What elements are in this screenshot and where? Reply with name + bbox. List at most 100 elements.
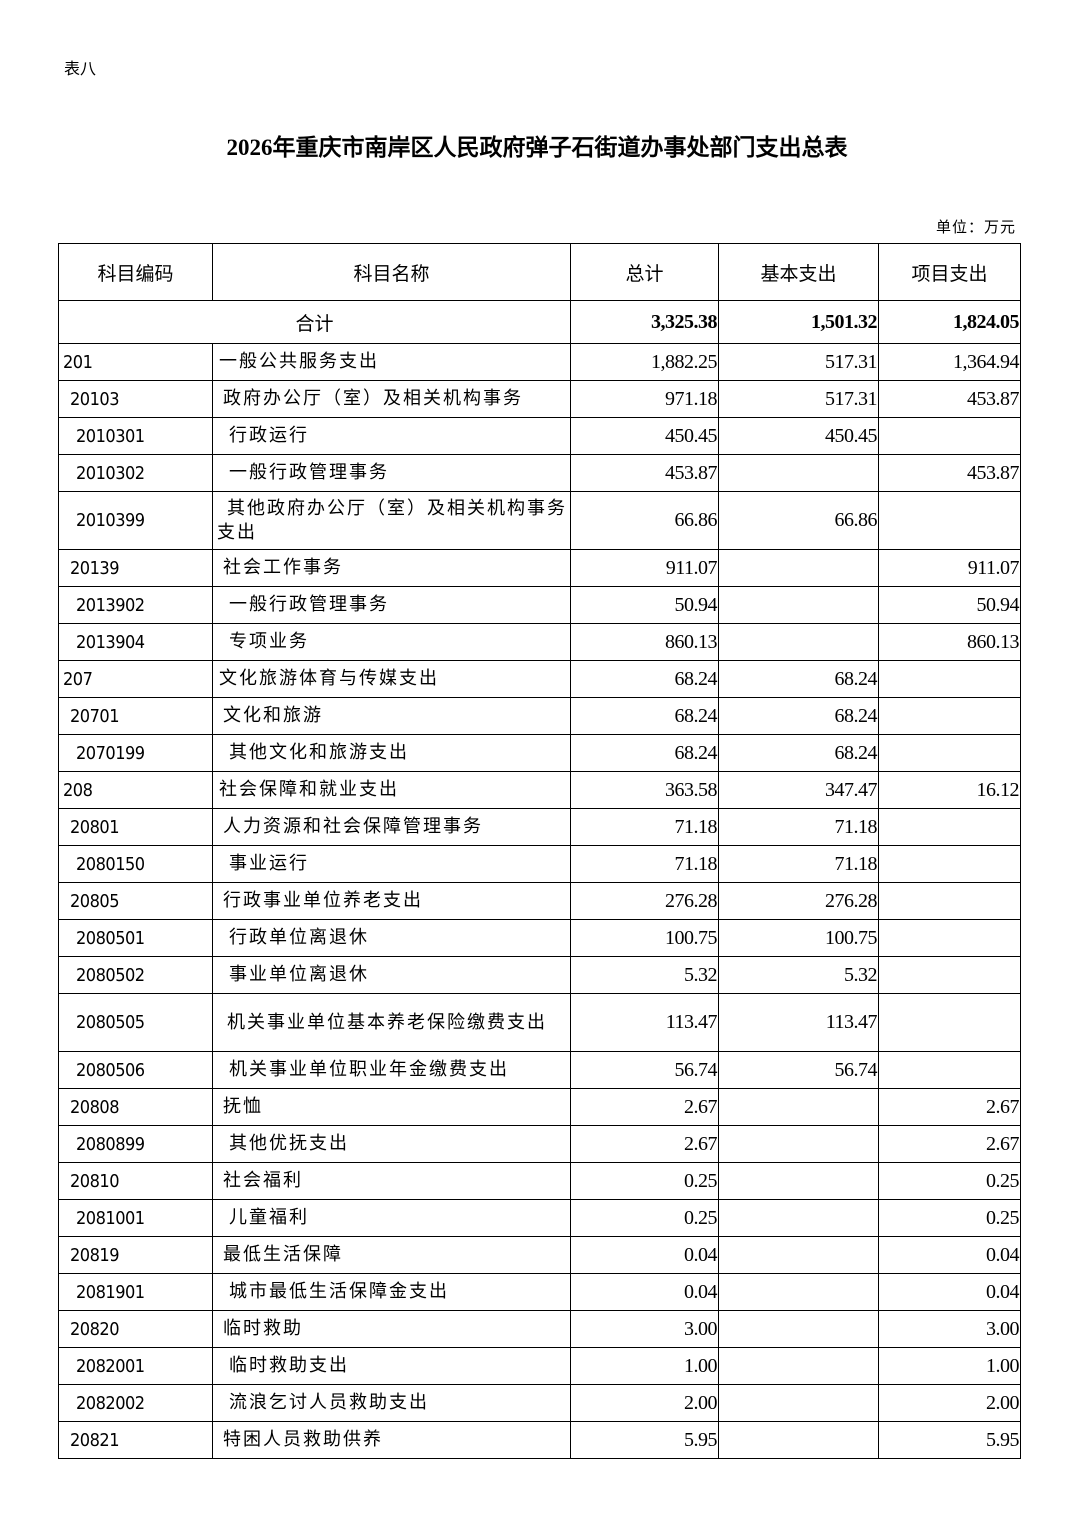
- table-row: 2080150 事业运行 71.18 71.18: [58, 845, 1021, 883]
- table-row: 20103 政府办公厅（室）及相关机构事务 971.18 517.31 453.87: [58, 380, 1021, 418]
- basic-cell: [718, 549, 879, 587]
- code-cell: 2082001: [58, 1347, 213, 1385]
- project-cell: 453.87: [878, 454, 1021, 492]
- project-cell: [878, 845, 1021, 883]
- table-row: 2082001 临时救助支出 1.00 1.00: [58, 1347, 1021, 1385]
- name-cell: 社会工作事务: [212, 549, 571, 587]
- code-cell: 20701: [58, 697, 213, 735]
- code-cell: 2010302: [58, 454, 213, 492]
- table-row: 20821 特困人员救助供养 5.95 5.95: [58, 1421, 1021, 1459]
- total-cell: 363.58: [570, 771, 719, 809]
- basic-cell: [718, 1088, 879, 1126]
- project-cell: 2.00: [878, 1384, 1021, 1422]
- basic-cell: 517.31: [718, 343, 879, 381]
- basic-cell: 100.75: [718, 919, 879, 957]
- basic-cell: 450.45: [718, 417, 879, 455]
- total-cell: 450.45: [570, 417, 719, 455]
- total-cell: 50.94: [570, 586, 719, 624]
- total-cell: 860.13: [570, 623, 719, 661]
- code-cell: 2013902: [58, 586, 213, 624]
- basic-cell: 68.24: [718, 697, 879, 735]
- code-cell: 2080505: [58, 993, 213, 1052]
- name-cell: 一般公共服务支出: [212, 343, 571, 381]
- table-row: 2013902 一般行政管理事务 50.94 50.94: [58, 586, 1021, 624]
- total-cell: 0.25: [570, 1162, 719, 1200]
- project-cell: [878, 734, 1021, 772]
- sheet-label: 表八: [64, 61, 97, 78]
- total-cell: 0.04: [570, 1236, 719, 1274]
- name-cell: 一般行政管理事务: [212, 454, 571, 492]
- basic-cell: 113.47: [718, 993, 879, 1052]
- basic-cell: [718, 1273, 879, 1311]
- project-cell: 0.04: [878, 1236, 1021, 1274]
- total-cell: 971.18: [570, 380, 719, 418]
- project-cell: 2.67: [878, 1125, 1021, 1163]
- table-row: 20801 人力资源和社会保障管理事务 71.18 71.18: [58, 808, 1021, 846]
- total-cell: 56.74: [570, 1051, 719, 1089]
- name-cell: 机关事业单位基本养老保险缴费支出: [212, 993, 571, 1052]
- name-cell: 事业单位离退休: [212, 956, 571, 994]
- table-row: 2081001 儿童福利 0.25 0.25: [58, 1199, 1021, 1237]
- header-name: 科目名称: [212, 243, 571, 301]
- total-cell: 2.67: [570, 1125, 719, 1163]
- table-row: 2082002 流浪乞讨人员救助支出 2.00 2.00: [58, 1384, 1021, 1422]
- total-sum: 3,325.38: [570, 300, 719, 344]
- project-cell: 16.12: [878, 771, 1021, 809]
- name-cell: 一般行政管理事务: [212, 586, 571, 624]
- page-title: 2026年重庆市南岸区人民政府弹子石街道办事处部门支出总表: [226, 135, 848, 160]
- total-label: 合计: [58, 300, 571, 344]
- table-row: 20808 抚恤 2.67 2.67: [58, 1088, 1021, 1126]
- code-cell: 20810: [58, 1162, 213, 1200]
- code-cell: 2080899: [58, 1125, 213, 1163]
- table-row: 2081901 城市最低生活保障金支出 0.04 0.04: [58, 1273, 1021, 1311]
- total-project: 1,824.05: [878, 300, 1021, 344]
- basic-cell: 347.47: [718, 771, 879, 809]
- basic-cell: 5.32: [718, 956, 879, 994]
- project-cell: 911.07: [878, 549, 1021, 587]
- total-cell: 68.24: [570, 734, 719, 772]
- total-cell: 68.24: [570, 697, 719, 735]
- header-row: 科目编码 科目名称 总计 基本支出 项目支出: [58, 243, 1021, 301]
- project-cell: 860.13: [878, 623, 1021, 661]
- code-cell: 20805: [58, 882, 213, 920]
- name-cell: 其他文化和旅游支出: [212, 734, 571, 772]
- name-cell: 文化旅游体育与传媒支出: [212, 660, 571, 698]
- basic-cell: 517.31: [718, 380, 879, 418]
- table-row: 201 一般公共服务支出 1,882.25 517.31 1,364.94: [58, 343, 1021, 381]
- name-cell: 事业运行: [212, 845, 571, 883]
- name-cell: 抚恤: [212, 1088, 571, 1126]
- header-project: 项目支出: [878, 243, 1021, 301]
- total-cell: 68.24: [570, 660, 719, 698]
- table-row: 2080501 行政单位离退休 100.75 100.75: [58, 919, 1021, 957]
- code-cell: 2080502: [58, 956, 213, 994]
- table-row: 2010399 其他政府办公厅（室）及相关机构事务支出 66.86 66.86: [58, 491, 1021, 550]
- header-code: 科目编码: [58, 243, 213, 301]
- total-cell: 911.07: [570, 549, 719, 587]
- name-cell: 城市最低生活保障金支出: [212, 1273, 571, 1311]
- name-cell: 特困人员救助供养: [212, 1421, 571, 1459]
- header-basic: 基本支出: [718, 243, 879, 301]
- project-cell: [878, 660, 1021, 698]
- code-cell: 2082002: [58, 1384, 213, 1422]
- basic-cell: [718, 1347, 879, 1385]
- table-row: 2080899 其他优抚支出 2.67 2.67: [58, 1125, 1021, 1163]
- name-cell: 行政单位离退休: [212, 919, 571, 957]
- total-cell: 0.04: [570, 1273, 719, 1311]
- code-cell: 208: [58, 771, 213, 809]
- name-cell: 其他优抚支出: [212, 1125, 571, 1163]
- basic-cell: 66.86: [718, 491, 879, 550]
- basic-cell: [718, 1236, 879, 1274]
- project-cell: [878, 697, 1021, 735]
- project-cell: [878, 1051, 1021, 1089]
- code-cell: 20820: [58, 1310, 213, 1348]
- basic-cell: [718, 1310, 879, 1348]
- basic-cell: [718, 1199, 879, 1237]
- header-total: 总计: [570, 243, 719, 301]
- total-cell: 5.95: [570, 1421, 719, 1459]
- name-cell: 文化和旅游: [212, 697, 571, 735]
- table-row: 2010301 行政运行 450.45 450.45: [58, 417, 1021, 455]
- table-row: 2080502 事业单位离退休 5.32 5.32: [58, 956, 1021, 994]
- table-row: 20139 社会工作事务 911.07 911.07: [58, 549, 1021, 587]
- project-cell: 0.25: [878, 1199, 1021, 1237]
- table-row: 2013904 专项业务 860.13 860.13: [58, 623, 1021, 661]
